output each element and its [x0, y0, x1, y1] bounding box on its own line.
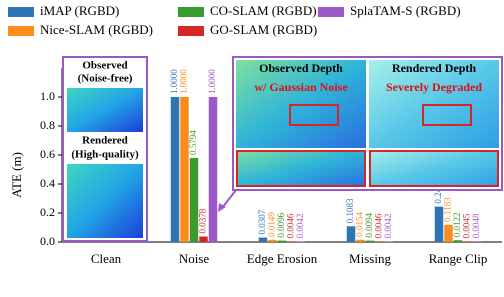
legend-swatch — [8, 26, 34, 36]
bar — [199, 237, 208, 242]
legend-label: SplaTAM-S (RGBD) — [350, 3, 461, 18]
depth-image — [67, 164, 143, 238]
value-label: 0.0307 — [257, 209, 267, 234]
value-label: 0.0154 — [355, 212, 365, 237]
value-label: 1.0000 — [207, 69, 217, 94]
bar — [356, 240, 365, 242]
left-inset: Observed (Noise-free) Rendered (High-qua… — [63, 57, 147, 241]
bar — [259, 238, 268, 242]
x-tick-label: Noise — [179, 251, 210, 266]
y-tick-label: 0.0 — [40, 234, 55, 248]
legend-swatch — [318, 7, 344, 17]
x-tick-label: Range Clip — [429, 251, 488, 266]
value-label: 0.0046 — [286, 213, 296, 238]
value-label: 0.0122 — [452, 212, 462, 237]
depth-image — [369, 150, 499, 187]
legend-label: iMAP (RGBD) — [40, 3, 119, 18]
value-label: 0.1083 — [345, 198, 355, 223]
bar — [366, 241, 375, 242]
bar — [171, 97, 180, 242]
y-tick-label: 0.2 — [40, 205, 55, 219]
bar — [473, 241, 482, 242]
value-label: 1.0000 — [179, 69, 189, 94]
legend-swatch — [178, 7, 204, 17]
right-inset: Observed Depth Rendered Depth w/ Gaussia… — [218, 57, 502, 212]
inset-label: Observed — [82, 60, 127, 72]
bar — [454, 240, 463, 242]
value-label: 0.0046 — [374, 213, 384, 238]
y-tick-label: 0.6 — [40, 147, 55, 161]
value-label: 0.0042 — [383, 214, 393, 239]
value-label: 0.0096 — [276, 212, 286, 237]
bar — [278, 241, 287, 242]
page: 0.00.20.40.60.81.0ATE (m)Clean0.12090.01… — [0, 0, 504, 297]
value-label: 0.0094 — [364, 212, 374, 237]
value-label: 0.1183 — [443, 197, 453, 222]
value-label: 0.0149 — [267, 212, 277, 237]
x-tick-label: Clean — [91, 251, 122, 266]
legend-label: CO-SLAM (RGBD) — [210, 3, 317, 18]
bar — [287, 241, 296, 242]
value-label: 0.0045 — [462, 213, 472, 238]
bar — [385, 241, 394, 242]
bar — [180, 97, 189, 242]
value-label: 0.0378 — [198, 208, 208, 233]
inset-label: Rendered Depth — [392, 61, 476, 75]
y-tick-label: 0.8 — [40, 118, 55, 132]
y-tick-label: 0.4 — [40, 176, 55, 190]
x-tick-label: Edge Erosion — [247, 251, 318, 266]
chart: 0.00.20.40.60.81.0ATE (m)Clean0.12090.01… — [0, 0, 504, 297]
inset-label: Severely Degraded — [386, 80, 482, 94]
bar — [209, 97, 218, 242]
arrow — [222, 190, 236, 208]
value-label: 0.5794 — [188, 130, 198, 155]
inset-label: (Noise-free) — [78, 73, 133, 85]
depth-image — [236, 150, 366, 187]
depth-image — [67, 88, 143, 132]
legend-label: Nice-SLAM (RGBD) — [40, 22, 153, 37]
value-label: 0.0048 — [471, 213, 481, 238]
inset-label: (High-quality) — [71, 149, 139, 161]
legend: iMAP (RGBD) Nice-SLAM (RGBD) CO-SLAM (RGBD… — [8, 3, 461, 37]
value-label: 0.0042 — [295, 214, 305, 239]
inset-label: Rendered — [82, 135, 128, 147]
y-tick-label: 1.0 — [40, 89, 55, 103]
x-tick-label: Missing — [349, 251, 391, 266]
value-label: 1.0000 — [169, 69, 179, 94]
y-axis-label: ATE (m) — [9, 152, 24, 198]
bar — [297, 241, 306, 242]
inset-label: Observed Depth — [259, 61, 343, 75]
bar — [375, 241, 384, 242]
legend-swatch — [178, 26, 204, 36]
bar — [268, 240, 277, 242]
bar — [463, 241, 472, 242]
inset-label: w/ Gaussian Noise — [254, 80, 348, 94]
legend-label: GO-SLAM (RGBD) — [210, 22, 317, 37]
legend-swatch — [8, 7, 34, 17]
